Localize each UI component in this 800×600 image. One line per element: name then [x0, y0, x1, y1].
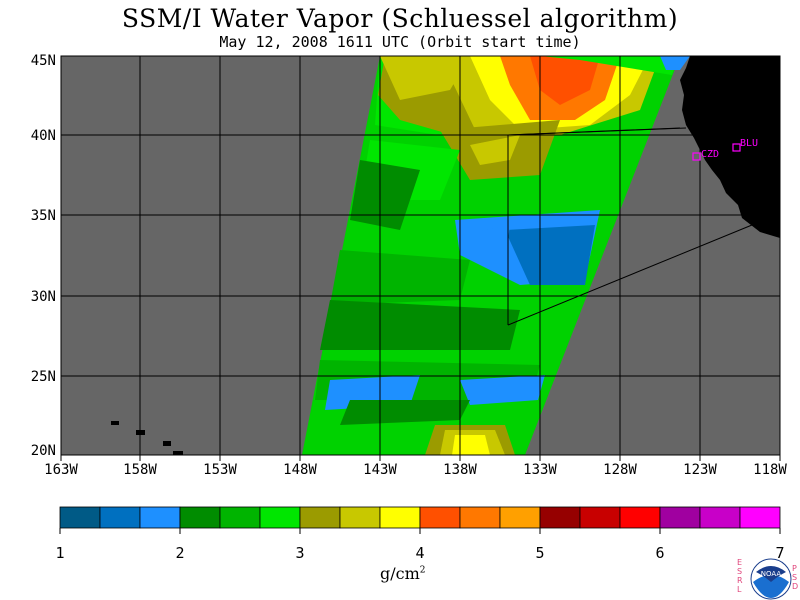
lon-label-153w: 153W	[203, 462, 237, 478]
noaa-emblem: NOAA	[750, 558, 792, 600]
lon-label-118w: 118W	[753, 462, 787, 478]
lon-label-158w: 158W	[123, 462, 157, 478]
land-california	[680, 56, 780, 238]
axis-ticks	[60, 455, 781, 461]
lon-label-143w: 143W	[363, 462, 397, 478]
colorbar-swatch	[739, 506, 781, 529]
colorbar-swatch	[59, 506, 101, 529]
lon-label-138w: 138W	[443, 462, 477, 478]
region-top-edge	[507, 127, 687, 136]
colorbar-units: g/cm2	[380, 564, 426, 583]
station-label-czd: CZD	[701, 149, 719, 160]
colorbar-swatch	[179, 506, 221, 529]
colorbar-swatch	[699, 506, 741, 529]
colorbar-swatch	[379, 506, 421, 529]
page-title: SSM/I Water Vapor (Schluessel algorithm)	[121, 4, 679, 33]
colorbar-tick-3: 3	[295, 544, 305, 562]
lon-label-148w: 148W	[283, 462, 317, 478]
colorbar-swatch	[219, 506, 261, 529]
colorbar-swatch	[259, 506, 301, 529]
region-diagonal	[507, 224, 753, 326]
colorbar-swatch	[579, 506, 621, 529]
station-label-blu: BLU	[740, 138, 758, 149]
station-czd: CZD	[692, 149, 719, 161]
lat-label-25n: 25N	[30, 369, 56, 385]
lat-label-45n: 45N	[30, 53, 56, 69]
lat-label-20n: 20N	[30, 443, 56, 459]
lon-label-163w: 163W	[44, 462, 78, 478]
colorbar-swatch	[99, 506, 141, 529]
colorbar-swatch	[339, 506, 381, 529]
colorbar-swatch	[499, 506, 541, 529]
colorbar-swatch	[619, 506, 661, 529]
lat-label-35n: 35N	[30, 208, 56, 224]
lat-label-40n: 40N	[30, 128, 56, 144]
lon-label-123w: 123W	[683, 462, 717, 478]
colorbar-tick-6: 6	[655, 544, 665, 562]
page-subtitle: May 12, 2008 1611 UTC (Orbit start time)	[219, 33, 581, 51]
colorbar-tick-2: 2	[175, 544, 185, 562]
colorbar-tick-1: 1	[55, 544, 65, 562]
logo-right-letters: P S D	[792, 564, 799, 591]
colorbar	[59, 506, 781, 534]
colorbar-tick-4: 4	[415, 544, 425, 562]
colorbar-swatch	[659, 506, 701, 529]
colorbar-swatch	[539, 506, 581, 529]
station-marker-czd	[692, 152, 701, 161]
colorbar-tick-5: 5	[535, 544, 545, 562]
colorbar-tick-7: 7	[775, 544, 785, 562]
map-frame	[60, 55, 781, 456]
logo-left-letters: E S R L	[737, 558, 743, 594]
noaa-esrl-psd-logo: E S R L NOAA P S D	[737, 558, 800, 600]
station-blu: BLU	[732, 138, 758, 152]
lon-label-128w: 128W	[603, 462, 637, 478]
noaa-text: NOAA	[761, 570, 782, 578]
colorbar-swatch	[299, 506, 341, 529]
station-marker-blu	[732, 143, 741, 152]
map-plot-area: CZD BLU	[61, 56, 780, 455]
units-superscript: 2	[419, 565, 426, 576]
colorbar-swatch	[459, 506, 501, 529]
lon-label-133w: 133W	[523, 462, 557, 478]
colorbar-swatch	[419, 506, 461, 529]
colorbar-swatch	[139, 506, 181, 529]
map-grid	[61, 56, 780, 455]
lat-label-30n: 30N	[30, 289, 56, 305]
units-text: g/cm	[380, 564, 420, 583]
